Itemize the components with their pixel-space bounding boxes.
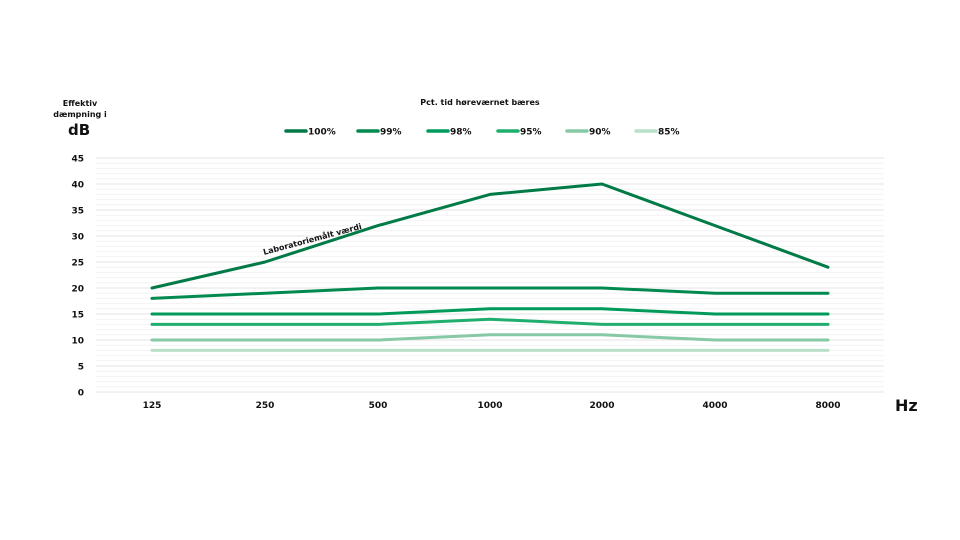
y-tick-label: 30 — [71, 233, 84, 243]
y-tick-label: 15 — [71, 311, 84, 321]
x-axis-ticks: 125 250 500 1000 2000 4000 8000 — [143, 401, 841, 411]
y-axis-label: Effektiv dæmpning i — [40, 98, 120, 120]
series-line-99pct — [150, 286, 830, 300]
series-line-98pct — [150, 307, 830, 316]
legend-label: 95% — [520, 128, 542, 138]
series-line-95pct — [150, 317, 830, 326]
x-tick-label: 500 — [369, 401, 388, 411]
x-tick-label: 8000 — [815, 401, 840, 411]
series-lines — [150, 182, 830, 352]
x-tick-label: 125 — [143, 401, 162, 411]
legend-label: 98% — [450, 128, 472, 138]
y-axis-label-line2: dæmpning i — [53, 110, 107, 119]
x-tick-label: 4000 — [702, 401, 727, 411]
y-tick-label: 45 — [71, 155, 84, 165]
y-tick-label: 5 — [78, 363, 84, 373]
y-tick-label: 40 — [71, 181, 84, 191]
x-tick-label: 2000 — [589, 401, 614, 411]
y-tick-label: 20 — [71, 285, 84, 295]
legend: 100% 99% 98% 95% 90% 85% — [284, 128, 680, 138]
y-tick-label: 0 — [78, 389, 84, 399]
y-tick-label: 10 — [71, 337, 84, 347]
legend-title: Pct. tid høreværnet bæres — [420, 98, 540, 107]
series-line-100pct — [150, 182, 830, 290]
legend-label: 90% — [589, 128, 611, 138]
legend-label: 99% — [380, 128, 402, 138]
legend-label: 100% — [308, 128, 336, 138]
x-tick-label: 250 — [256, 401, 275, 411]
y-axis-ticks: 0 5 10 15 20 25 30 35 40 45 — [71, 155, 84, 399]
legend-label: 85% — [658, 128, 680, 138]
y-tick-label: 25 — [71, 259, 84, 269]
x-tick-label: 1000 — [477, 401, 502, 411]
y-tick-label: 35 — [71, 207, 84, 217]
y-axis-unit: dB — [68, 121, 91, 139]
series-line-90pct — [150, 333, 830, 342]
x-axis-unit: Hz — [895, 396, 918, 415]
y-axis-label-line1: Effektiv — [62, 99, 98, 108]
